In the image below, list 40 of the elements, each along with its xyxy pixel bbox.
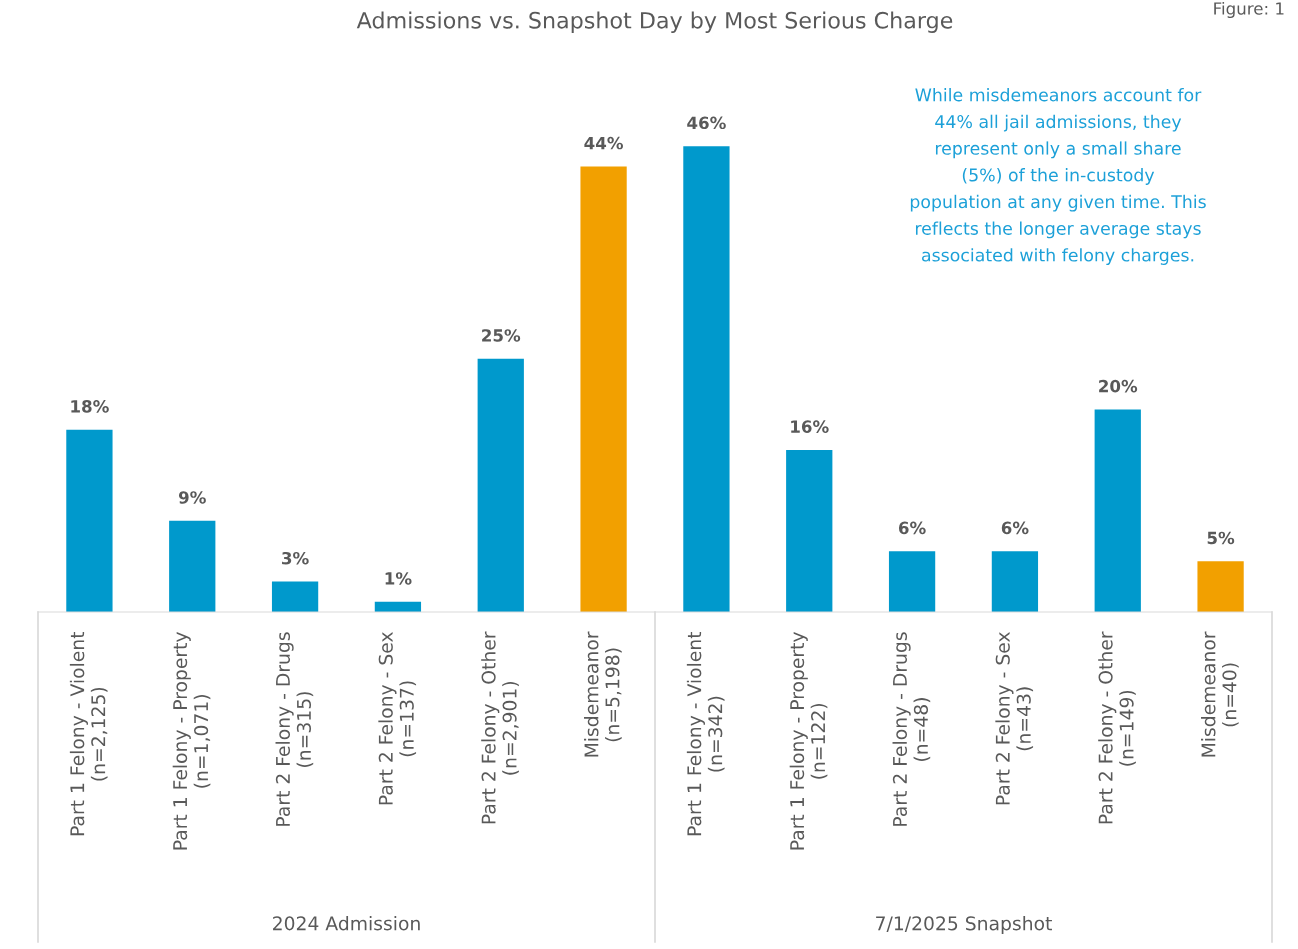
data-label: 3% (282, 551, 309, 565)
annotation: While misdemeanors account for 44% all jail admissions, they represent only a small share (5%) of the in-custody population at any given time. This reflects the longer average stays associated with felony charges. (910, 88, 1206, 265)
x-tick-label: Misdemeanor (n=5,198) (584, 631, 622, 757)
bar (991, 551, 1039, 612)
bar (888, 551, 936, 612)
x-tick-label: Part 2 Felony - Other (n=149) (1098, 631, 1136, 824)
x-tick-label: Part 1 Felony - Violent (n=2,125) (69, 631, 108, 836)
x-tick-label: Part 2 Felony - Sex (n=137) (378, 632, 417, 805)
bar (786, 449, 833, 612)
data-label: 18% (71, 400, 109, 413)
bar (683, 146, 730, 612)
data-label: 44% (584, 136, 623, 150)
bar (1197, 561, 1244, 612)
x-tick-label: Part 1 Felony - Property (n=122) (789, 632, 828, 850)
data-label: 5% (1207, 531, 1235, 545)
x-tick-label: Part 2 Felony - Drugs (n=48) (892, 632, 931, 826)
bar (580, 166, 627, 612)
chart-title: Admissions vs. Snapshot Day by Most Serious Charge (356, 11, 953, 33)
data-label: 25% (482, 329, 521, 342)
bar (66, 429, 113, 612)
bar (1094, 409, 1141, 612)
x-tick-label: Part 1 Felony - Property (n=1,071) (172, 632, 211, 850)
x-tick-label: Part 1 Felony - Violent (n=342) (686, 631, 725, 836)
bar (477, 358, 524, 612)
data-label: 6% (1001, 521, 1029, 535)
data-label: 6% (898, 521, 926, 535)
data-label: 16% (791, 420, 829, 433)
text: 7/1/2025 Snapshot (876, 915, 1052, 935)
x-tick-label: Misdemeanor (n=40) (1201, 631, 1239, 757)
data-label: 9% (178, 491, 206, 504)
data-label: 20% (1099, 379, 1138, 393)
bar (169, 520, 216, 612)
bar (271, 581, 319, 612)
x-tick-label: Part 2 Felony - Other (n=2,901) (481, 631, 519, 824)
data-label: 1% (385, 572, 412, 585)
text: Figure: 1 (1214, 1, 1284, 19)
data-label: 46% (687, 116, 726, 130)
x-tick-label: Part 2 Felony - Drugs (n=315) (275, 632, 314, 826)
x-tick-label: Part 2 Felony - Sex (n=43) (995, 632, 1034, 805)
text: 2024 Admission (273, 915, 420, 931)
